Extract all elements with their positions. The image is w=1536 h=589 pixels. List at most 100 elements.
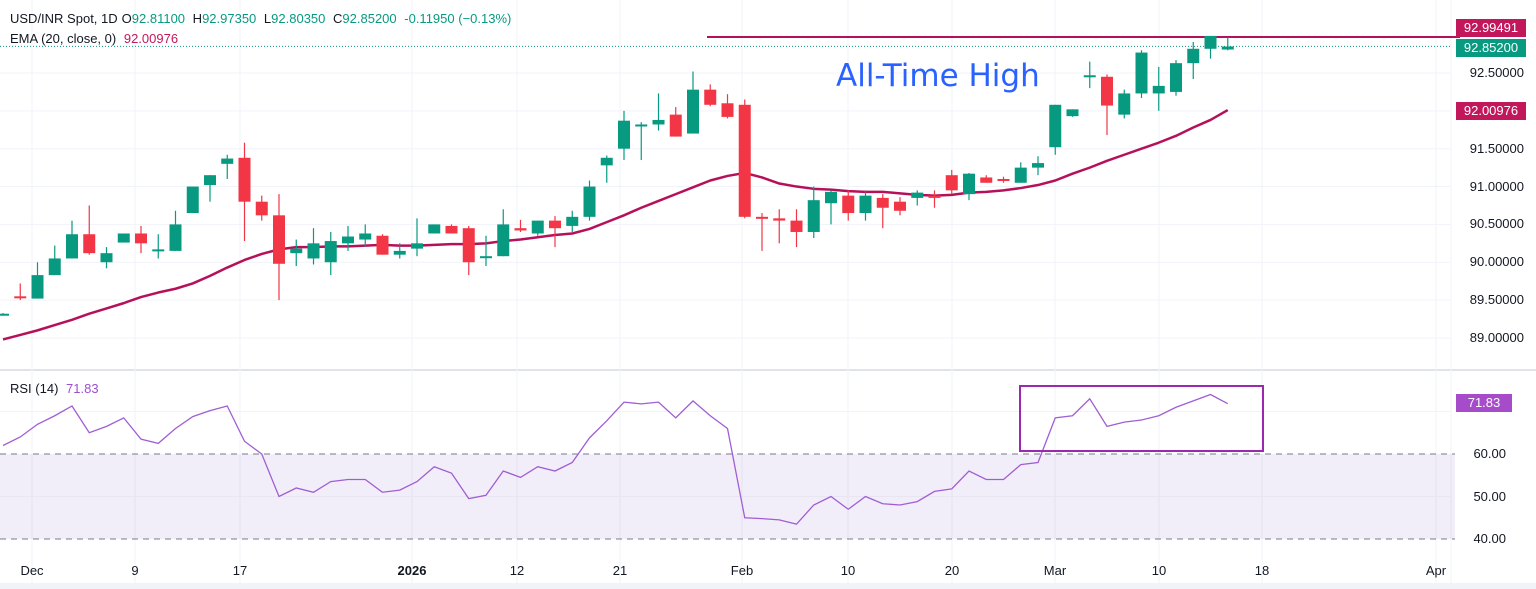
candle-body <box>342 236 354 244</box>
candle-body <box>652 119 665 125</box>
candle-body <box>31 275 44 299</box>
price-tick-label: 90.50000 <box>1469 216 1524 232</box>
time-tick-label: 20 <box>944 563 960 578</box>
candle-body <box>1187 48 1200 64</box>
time-tick-label: 12 <box>509 563 525 578</box>
ema-legend[interactable]: EMA (20, close, 0) 92.00976 <box>10 31 182 46</box>
candle-body <box>411 243 423 249</box>
time-tick-label: 17 <box>232 563 248 578</box>
candle-body <box>48 258 61 276</box>
candle-body <box>807 200 820 232</box>
candle-body <box>963 173 975 195</box>
close-value: 92.85200 <box>342 11 397 26</box>
candle-body <box>0 313 9 316</box>
rsi-line <box>2 393 1229 525</box>
candle-body <box>669 114 682 137</box>
candle-body <box>825 191 837 204</box>
candle-body <box>1118 93 1131 115</box>
time-tick-label: Dec <box>20 563 44 578</box>
candle-body <box>738 104 751 217</box>
open-value: 92.81100 <box>131 11 186 26</box>
candle-body <box>911 192 924 198</box>
last-price-tag: 92.85200 <box>1456 39 1526 57</box>
candle-body <box>480 256 492 259</box>
candle-body <box>428 224 441 234</box>
rsi-highlight-box <box>1019 385 1264 452</box>
time-tick-label: 9 <box>131 563 139 578</box>
candle-body <box>980 177 993 183</box>
rsi-legend[interactable]: RSI (14) 71.83 <box>10 381 103 396</box>
candle-body <box>894 201 906 211</box>
candle-body <box>859 195 872 214</box>
candle-body <box>635 124 648 127</box>
ath-price-tag: 92.99491 <box>1456 19 1526 37</box>
candle-body <box>1066 109 1079 117</box>
candle-body <box>445 225 458 234</box>
price-tick-label: 89.00000 <box>1469 329 1524 345</box>
candle-body <box>721 103 734 117</box>
ohlc-legend: USD/INR Spot, 1D O92.81100 H92.97350 L92.… <box>10 11 512 26</box>
candle-body <box>704 89 717 105</box>
candle-body <box>756 216 768 219</box>
candle-body <box>531 220 544 234</box>
candle-body <box>462 228 475 263</box>
ema-label: EMA (20, close, 0) <box>10 31 117 46</box>
bottom-border <box>0 583 1536 589</box>
low-value: 92.80350 <box>271 11 326 26</box>
time-tick-label: 18 <box>1254 563 1270 578</box>
candle-body <box>618 120 630 149</box>
candle-body <box>1049 104 1062 148</box>
candle-body <box>117 233 130 243</box>
time-tick-label: 2026 <box>397 563 427 578</box>
candle-body <box>1083 75 1096 78</box>
time-tick-label: Apr <box>1425 563 1447 578</box>
candle-body <box>1204 35 1217 49</box>
candle-body <box>221 158 234 164</box>
candle-body <box>945 175 958 191</box>
candle-body <box>566 216 579 226</box>
price-tick-label: 91.00000 <box>1469 178 1524 194</box>
candle-body <box>204 175 216 186</box>
candle-body <box>307 243 320 259</box>
candle-body <box>324 241 337 263</box>
candle-body <box>497 224 510 257</box>
time-tick-label: Mar <box>1043 563 1067 578</box>
candle-body <box>66 234 78 259</box>
price-tick-label: 91.50000 <box>1469 140 1524 156</box>
high-value: 92.97350 <box>202 11 257 26</box>
time-tick-label: 10 <box>1151 563 1167 578</box>
candle-body <box>1014 167 1027 183</box>
candle-body <box>1221 46 1234 50</box>
candle-body <box>100 253 113 263</box>
candle-body <box>186 186 199 214</box>
ema-price-tag: 92.00976 <box>1456 102 1526 120</box>
time-tick-label: 10 <box>840 563 856 578</box>
rsi-tick-label: 50.00 <box>1473 488 1506 504</box>
candle-body <box>842 195 855 214</box>
candle-body <box>928 195 941 198</box>
symbol-label: USD/INR Spot, 1D <box>10 11 118 26</box>
candle-body <box>1032 163 1044 168</box>
rsi-label: RSI (14) <box>10 381 59 396</box>
rsi-tick-label: 60.00 <box>1473 446 1506 461</box>
candle-body <box>583 186 596 217</box>
candle-body <box>600 157 613 166</box>
candle-body <box>393 250 406 255</box>
candle-body <box>169 224 182 251</box>
candle-body <box>14 296 27 299</box>
candle-body <box>790 220 803 232</box>
price-tick-label: 89.50000 <box>1469 292 1524 308</box>
candle-body <box>83 234 96 254</box>
candle-body <box>255 201 268 216</box>
rsi-price-tag: 71.83 <box>1456 394 1512 412</box>
candle-body <box>359 233 372 240</box>
candle-body <box>152 249 165 252</box>
candle-body <box>514 228 527 231</box>
candle-body <box>687 89 699 134</box>
candle-body <box>876 197 889 208</box>
price-tick-label: 90.00000 <box>1469 254 1524 270</box>
candle-body <box>1152 85 1165 94</box>
candle-body <box>290 248 303 254</box>
